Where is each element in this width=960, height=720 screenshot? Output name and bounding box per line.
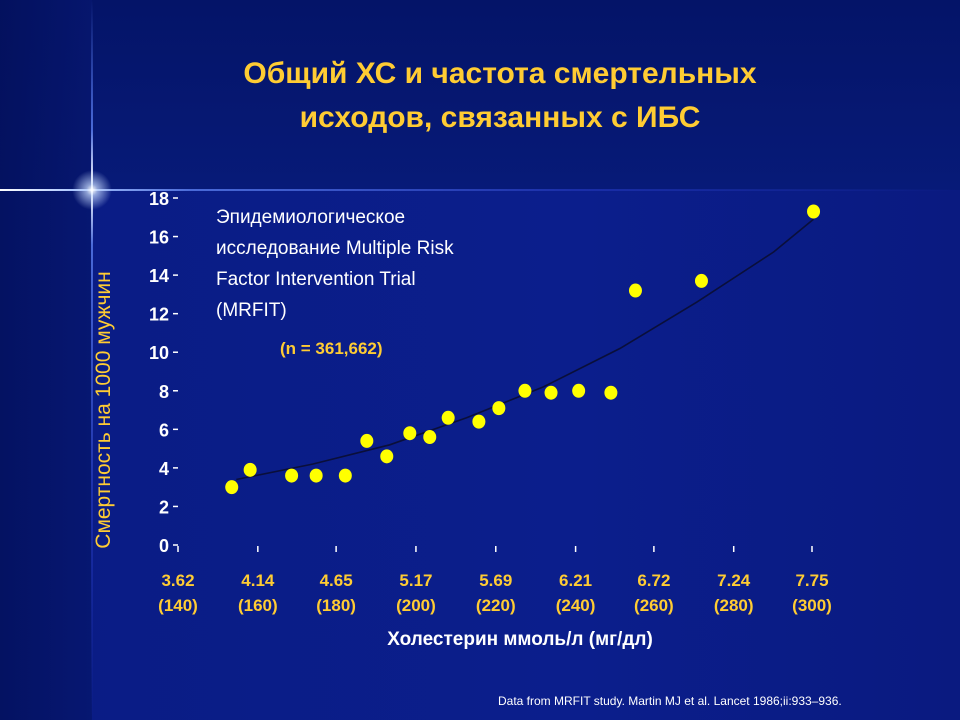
- x-axis-label: Холестерин ммоль/л (мг/дл): [387, 629, 653, 650]
- x-tick-label-mgdl: (300): [792, 596, 832, 615]
- data-point: [807, 204, 821, 219]
- data-point: [472, 414, 486, 429]
- data-point: [441, 410, 455, 425]
- y-tick-label: 14: [149, 266, 169, 286]
- data-point: [403, 426, 417, 441]
- x-tick-label-mgdl: (140): [158, 596, 198, 615]
- left-decor-band: [0, 0, 92, 720]
- study-description: Эпидемиологическое исследование Multiple…: [216, 202, 576, 326]
- title-line-1: Общий ХС и частота смертельных: [243, 57, 757, 90]
- data-point: [423, 430, 437, 445]
- study-line-2: исследование Multiple Risk: [216, 238, 454, 259]
- sample-size-label: (n = 361,662): [280, 339, 383, 358]
- y-tick-label: 8: [159, 382, 169, 402]
- x-tick-label-mgdl: (200): [396, 596, 436, 615]
- x-tick-label-mmol: 6.72: [637, 571, 670, 590]
- y-tick-label: 10: [149, 343, 169, 363]
- study-line-3: Factor Intervention Trial: [216, 269, 416, 290]
- x-tick-label-mmol: 5.17: [399, 571, 432, 590]
- data-point: [604, 385, 618, 400]
- data-point: [694, 273, 708, 288]
- data-point: [243, 462, 257, 477]
- data-point: [225, 480, 239, 495]
- data-point: [360, 433, 374, 448]
- x-tick-label-mmol: 3.62: [161, 571, 194, 590]
- light-flare-decor: [72, 170, 112, 210]
- y-tick-label: 0: [159, 536, 169, 556]
- trend-line: [236, 218, 815, 481]
- source-citation: Data from MRFIT study. Martin MJ et al. …: [498, 694, 842, 708]
- y-tick-label: 2: [159, 497, 169, 517]
- x-tick-label-mmol: 5.69: [479, 571, 512, 590]
- x-tick-label-mgdl: (160): [238, 596, 278, 615]
- x-tick-label-mgdl: (260): [634, 596, 674, 615]
- data-point: [492, 401, 506, 416]
- data-point: [285, 468, 299, 483]
- x-tick-label-mmol: 4.14: [241, 571, 275, 590]
- slide-body-background: [0, 190, 960, 720]
- data-point: [380, 449, 394, 464]
- data-point: [338, 468, 352, 483]
- data-point: [309, 468, 323, 483]
- x-tick-label-mmol: 7.24: [717, 571, 751, 590]
- slide-title: Общий ХС и частота смертельных исходов, …: [100, 52, 900, 140]
- title-line-2: исходов, связанных с ИБС: [299, 101, 701, 134]
- data-point: [544, 385, 558, 400]
- x-tick-label-mgdl: (240): [556, 596, 596, 615]
- vertical-decor-line: [91, 0, 93, 720]
- y-tick-label: 16: [149, 228, 169, 248]
- header-divider-line: [0, 189, 960, 191]
- slide-header-background: [0, 0, 960, 190]
- study-line-4: (MRFIT): [216, 300, 287, 321]
- y-axis-label: Смертность на 1000 мужчин: [92, 271, 115, 549]
- y-tick-label: 6: [159, 420, 169, 440]
- x-tick-label-mmol: 6.21: [559, 571, 592, 590]
- study-line-1: Эпидемиологическое: [216, 207, 406, 228]
- y-tick-label: 18: [149, 189, 169, 209]
- data-point: [628, 283, 642, 298]
- x-tick-label-mmol: 4.65: [320, 571, 353, 590]
- x-tick-label-mgdl: (280): [714, 596, 754, 615]
- y-tick-label: 4: [159, 459, 169, 479]
- data-point: [518, 383, 532, 398]
- x-tick-label-mgdl: (220): [476, 596, 516, 615]
- y-tick-label: 12: [149, 305, 169, 325]
- data-point: [572, 383, 586, 398]
- x-tick-label-mmol: 7.75: [795, 571, 828, 590]
- x-tick-label-mgdl: (180): [316, 596, 356, 615]
